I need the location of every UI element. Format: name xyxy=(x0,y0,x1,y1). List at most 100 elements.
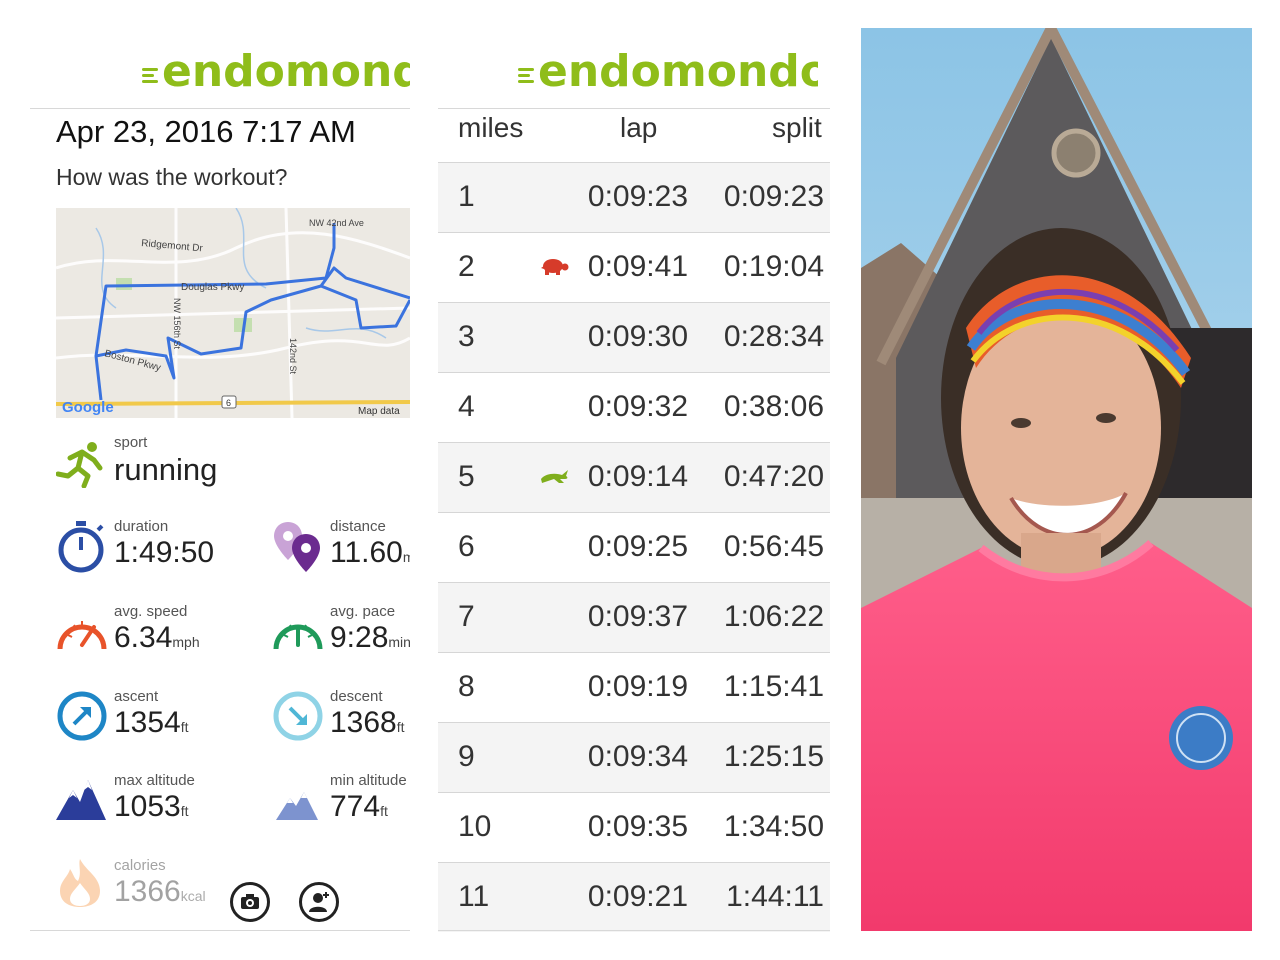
lap-time: 0:09:14 xyxy=(587,460,688,493)
lap-row: 4 0:09:32 0:38:06 xyxy=(438,372,830,443)
lap-mile: 3 xyxy=(458,320,475,353)
min-altitude-value: 774ft xyxy=(330,790,388,823)
lap-row: 7 0:09:37 1:06:22 xyxy=(438,582,830,653)
max-altitude-label: max altitude xyxy=(114,772,195,789)
column-header-split: split xyxy=(772,112,822,143)
flame-icon xyxy=(60,859,100,907)
map-label-142nd: 142nd St xyxy=(288,338,298,375)
avg-speed-label: avg. speed xyxy=(114,603,188,620)
map-label-douglas: Douglas Pkwy xyxy=(181,282,244,293)
split-time: 0:09:23 xyxy=(723,180,824,213)
lap-row: 9 0:09:34 1:25:15 xyxy=(438,722,830,793)
lap-time: 0:09:41 xyxy=(587,250,688,283)
lap-mile: 10 xyxy=(458,810,492,843)
split-time: 0:38:06 xyxy=(723,390,824,423)
avg-speed-stat: avg. speed 6.34mph xyxy=(56,603,256,663)
split-time: 1:15:41 xyxy=(723,670,824,703)
column-header-miles: miles xyxy=(458,112,524,143)
map-label-hwy6: 6 xyxy=(226,398,231,408)
max-altitude-value: 1053ft xyxy=(114,790,189,823)
descent-label: descent xyxy=(330,688,383,705)
lap-mile: 6 xyxy=(458,530,475,563)
lap-row: 5 0:09:14 0:47:20 xyxy=(438,442,830,513)
lap-time: 0:09:30 xyxy=(587,320,688,353)
duration-label: duration xyxy=(114,518,169,535)
running-man-icon xyxy=(56,442,103,488)
add-photo-button[interactable] xyxy=(230,882,270,922)
logo-speed-lines xyxy=(518,59,536,89)
calories-value: 1366kcal xyxy=(114,875,206,908)
map-label-156th: NW 156th St xyxy=(172,298,182,350)
lap-row: 3 0:09:30 0:28:34 xyxy=(438,302,830,373)
lap-time: 0:09:25 xyxy=(587,530,688,563)
descent-stat: descent 1368ft xyxy=(272,688,410,748)
workout-date: Apr 23, 2016 7:17 AM xyxy=(56,114,356,149)
split-time: 1:44:11 xyxy=(726,880,824,913)
split-time: 0:56:45 xyxy=(723,530,824,563)
split-time: 0:28:34 xyxy=(723,320,824,353)
descent-arrow-icon xyxy=(273,691,323,741)
min-altitude-stat: min altitude 774ft xyxy=(272,772,410,832)
lap-row: 2 0:09:41 0:19:04 xyxy=(438,232,830,303)
selfie-photo xyxy=(861,28,1252,931)
avg-pace-stat: avg. pace 9:28min xyxy=(272,603,410,663)
endomondo-logo: endomondo xyxy=(518,46,818,97)
avg-pace-label: avg. pace xyxy=(330,603,396,620)
lap-row: 10 0:09:35 1:34:50 xyxy=(438,792,830,863)
calories-stat: calories 1366kcal xyxy=(56,857,246,917)
lap-mile: 1 xyxy=(458,180,475,213)
rabbit-icon xyxy=(541,470,568,483)
distance-stat: distance 11.60mi xyxy=(272,518,410,578)
logo-speed-lines xyxy=(142,59,160,89)
max-altitude-stat: max altitude 1053ft xyxy=(56,772,256,832)
split-time: 0:47:20 xyxy=(723,460,824,493)
sport-label: sport xyxy=(114,434,148,451)
footer-divider xyxy=(30,930,410,931)
camera-icon xyxy=(241,894,259,909)
distance-value: 11.60mi xyxy=(330,536,410,569)
lap-time: 0:09:21 xyxy=(587,880,688,913)
map-label-ridgemont: Ridgemont Dr xyxy=(141,238,204,254)
header-divider xyxy=(30,108,410,109)
ascent-stat: ascent 1354ft xyxy=(56,688,256,748)
sport-value: running xyxy=(114,452,218,487)
lap-time: 0:09:35 xyxy=(587,810,688,843)
lap-row: 8 0:09:19 1:15:41 xyxy=(438,652,830,723)
split-time: 1:34:50 xyxy=(723,810,824,843)
lap-splits-panel: endomondo miles lap split 1 0:09:23 0:09:2… xyxy=(438,28,830,932)
speedometer-icon xyxy=(57,621,107,650)
route-map[interactable]: NW 42nd Ave Ridgemont Dr Douglas Pkwy NW… xyxy=(56,208,410,418)
split-time: 1:25:15 xyxy=(723,740,824,773)
mountain-high-icon xyxy=(56,780,106,820)
avg-speed-value: 6.34mph xyxy=(114,621,200,654)
ascent-arrow-icon xyxy=(57,691,107,741)
stopwatch-icon xyxy=(58,521,104,573)
lap-row: 1 0:09:23 0:09:23 xyxy=(438,162,830,233)
duration-stat: duration 1:49:50 xyxy=(56,518,226,578)
descent-value: 1368ft xyxy=(330,706,405,739)
calories-label: calories xyxy=(114,857,166,874)
workout-feedback-prompt[interactable]: How was the workout? xyxy=(56,164,288,190)
ascent-value: 1354ft xyxy=(114,706,189,739)
lap-mile: 9 xyxy=(458,740,475,773)
tag-friend-button[interactable] xyxy=(299,882,339,922)
google-logo: Google xyxy=(62,399,114,416)
lap-time: 0:09:37 xyxy=(587,600,688,633)
location-pins-icon xyxy=(274,522,320,572)
column-header-lap: lap xyxy=(620,112,658,143)
logo-text: endomondo xyxy=(538,46,818,97)
turtle-icon xyxy=(541,259,569,275)
lap-mile: 7 xyxy=(458,600,475,633)
split-time: 0:19:04 xyxy=(723,250,824,283)
header-divider xyxy=(438,108,830,109)
mountain-low-icon xyxy=(276,792,318,820)
lap-time: 0:09:23 xyxy=(587,180,688,213)
lap-time: 0:09:19 xyxy=(587,670,688,703)
lap-mile: 11 xyxy=(458,880,490,913)
lap-row: 11 0:09:21 1:44:11 xyxy=(438,862,830,932)
pace-gauge-icon xyxy=(273,624,323,650)
avg-pace-value: 9:28min xyxy=(330,621,410,654)
lap-mile: 8 xyxy=(458,670,475,703)
workout-summary-panel: endomondo Apr 23, 2016 7:17 AM How was t… xyxy=(30,28,410,932)
logo-text: endomondo xyxy=(162,46,410,97)
